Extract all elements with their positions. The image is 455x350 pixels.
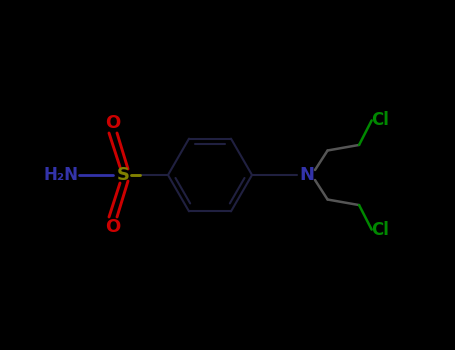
Text: O: O (106, 218, 121, 236)
Text: H₂N: H₂N (44, 166, 79, 184)
Text: Cl: Cl (371, 111, 389, 130)
Text: N: N (299, 166, 314, 184)
Text: Cl: Cl (371, 220, 389, 239)
Text: O: O (106, 114, 121, 132)
Text: S: S (116, 166, 130, 184)
